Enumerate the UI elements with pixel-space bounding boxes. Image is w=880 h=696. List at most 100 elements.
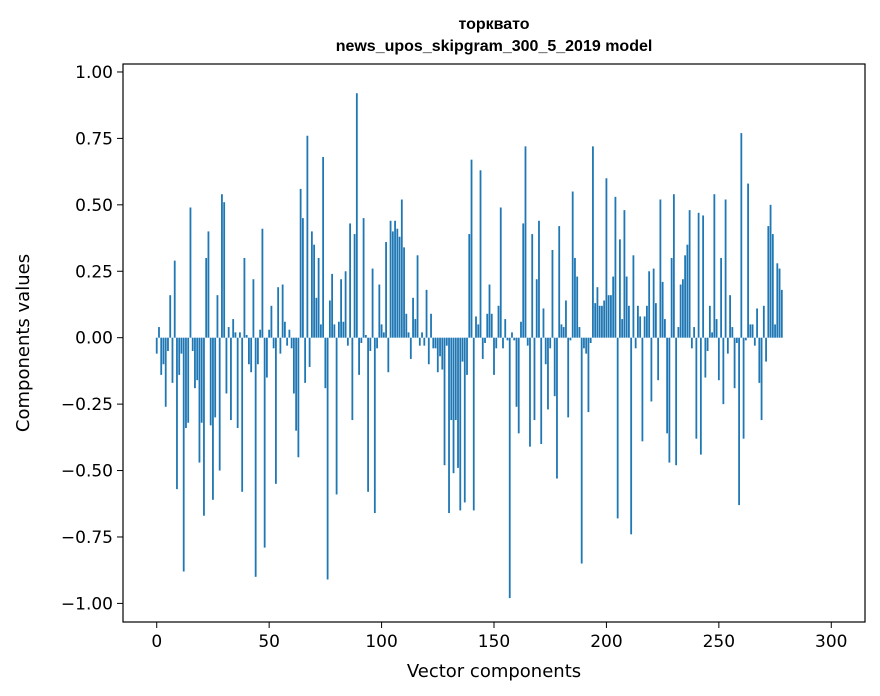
- bar: [659, 199, 662, 338]
- bar: [160, 337, 163, 375]
- bar: [468, 234, 471, 338]
- bar: [699, 337, 702, 455]
- bar: [511, 332, 513, 338]
- bar: [423, 337, 426, 346]
- bar: [182, 337, 185, 572]
- bar: [580, 337, 583, 564]
- bar: [715, 319, 718, 338]
- bar: [448, 337, 450, 514]
- bar: [369, 337, 372, 351]
- bar: [688, 210, 691, 338]
- bar: [185, 337, 187, 429]
- bar: [297, 337, 300, 458]
- bar: [403, 247, 405, 338]
- bar: [227, 327, 230, 338]
- bar: [283, 321, 286, 338]
- bar: [441, 337, 444, 370]
- bar: [443, 337, 446, 466]
- bar: [355, 93, 358, 338]
- bar: [454, 337, 457, 421]
- bar: [254, 337, 257, 577]
- bar: [358, 337, 360, 375]
- bar: [412, 297, 414, 338]
- bar: [396, 228, 399, 338]
- y-axis: 1.00 0.75 0.50 0.25 0.00 −0.25 −0.50 −0.75 −1.00: [61, 63, 123, 614]
- bar: [506, 337, 509, 341]
- bar: [207, 231, 210, 338]
- bar: [612, 276, 615, 338]
- bar: [331, 273, 334, 338]
- bar: [290, 337, 293, 349]
- bar: [301, 218, 304, 338]
- bar: [209, 337, 212, 426]
- bar: [574, 257, 576, 338]
- bar: [380, 324, 383, 338]
- bar: [252, 279, 255, 338]
- bar: [259, 329, 262, 338]
- bar: [484, 337, 486, 343]
- bar: [466, 337, 468, 375]
- bar: [565, 300, 567, 338]
- bar: [248, 337, 250, 365]
- bar: [628, 305, 630, 338]
- bar: [547, 337, 549, 410]
- bar: [666, 337, 669, 434]
- y-tick-label: 0.50: [75, 196, 113, 216]
- bar: [214, 337, 217, 418]
- y-tick-label: −0.50: [61, 462, 113, 482]
- bar: [733, 337, 736, 389]
- bar: [632, 255, 635, 338]
- bar: [385, 242, 387, 338]
- bar: [623, 210, 626, 338]
- bar: [533, 337, 536, 421]
- bar: [322, 157, 325, 338]
- bar: [266, 337, 268, 378]
- bar: [742, 337, 745, 439]
- bar: [668, 337, 671, 463]
- bar: [452, 337, 455, 474]
- bar: [313, 244, 316, 338]
- bar: [753, 337, 756, 346]
- bar: [319, 324, 322, 338]
- bar: [749, 324, 752, 338]
- bar: [272, 337, 275, 349]
- bar: [475, 316, 477, 338]
- chart-subtitle: news_upos_skipgram_300_5_2019 model: [336, 38, 653, 55]
- bar: [520, 321, 522, 338]
- bar: [200, 337, 203, 423]
- bar: [756, 308, 758, 338]
- bar: [407, 332, 410, 338]
- bar: [230, 337, 232, 421]
- bar: [223, 202, 226, 338]
- bar: [239, 332, 241, 338]
- bar: [286, 337, 289, 346]
- bar: [677, 327, 680, 338]
- bar: [529, 337, 531, 447]
- x-axis-label: Vector components: [407, 661, 581, 682]
- chart-title: торквато: [458, 16, 529, 33]
- bar: [205, 257, 208, 338]
- bar: [416, 255, 419, 338]
- bar: [232, 319, 235, 338]
- bar: [180, 337, 183, 354]
- bar: [351, 337, 354, 421]
- bar: [596, 287, 599, 338]
- bar: [774, 324, 776, 338]
- bar: [675, 337, 678, 466]
- bar: [551, 250, 554, 338]
- bar: [216, 295, 219, 338]
- bar: [162, 337, 165, 365]
- bar: [490, 313, 493, 338]
- bar: [450, 337, 453, 421]
- bar: [236, 337, 239, 429]
- x-tick-label: 50: [258, 632, 280, 652]
- bar-series: [155, 93, 783, 599]
- bar: [376, 337, 378, 349]
- bar: [167, 337, 169, 351]
- bar: [481, 337, 484, 359]
- bar: [603, 300, 606, 338]
- bar: [592, 146, 594, 338]
- bar: [342, 321, 345, 338]
- bar: [549, 337, 552, 349]
- bar: [740, 133, 743, 338]
